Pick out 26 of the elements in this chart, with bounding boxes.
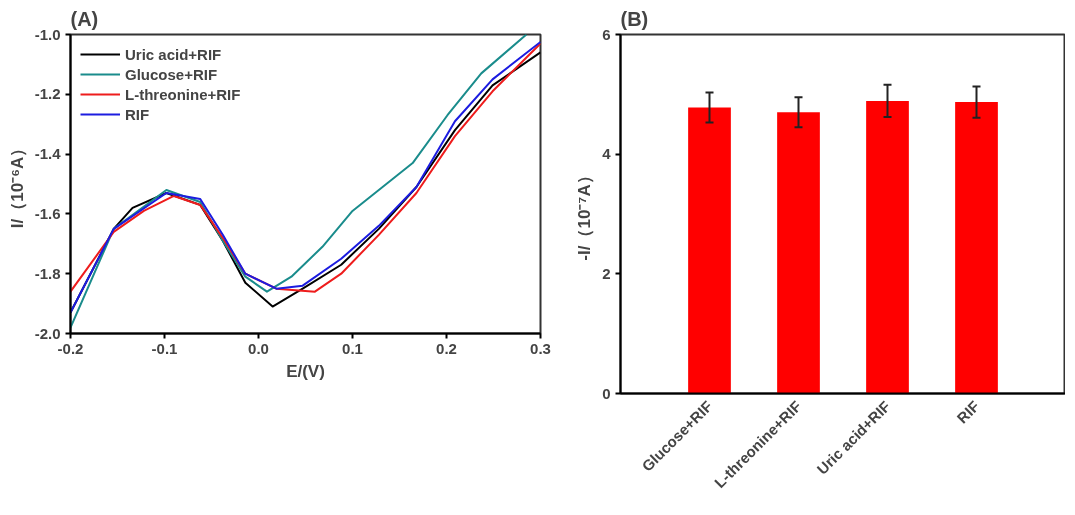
- y-tick-label: -1.6: [34, 204, 61, 222]
- x-tick-label: RIF: [953, 397, 983, 427]
- y-axis-title: I/（10⁻⁶A）: [7, 139, 27, 229]
- legend-label: Uric acid+RIF: [125, 45, 222, 63]
- y-tick-label: 4: [602, 145, 612, 163]
- y-axis-title: -I/（10⁻⁷A）: [575, 167, 595, 261]
- y-tick-label: -1.2: [34, 85, 61, 103]
- x-tick-label: 0.3: [530, 339, 551, 357]
- chart-title: (A): [70, 7, 99, 30]
- legend-label: Glucose+RIF: [125, 65, 218, 83]
- y-tick-label: -2.0: [34, 324, 61, 342]
- y-tick-label: 2: [602, 264, 611, 282]
- x-axis-title: E/(V): [286, 361, 325, 381]
- x-tick-label: -0.2: [57, 339, 84, 357]
- x-tick-label: 0.0: [248, 339, 269, 357]
- x-tick-label: 0.2: [436, 339, 457, 357]
- y-tick-label: -1.0: [34, 25, 61, 43]
- y-tick-label: 0: [602, 384, 611, 402]
- legend-label: RIF: [125, 105, 150, 123]
- chart-title: (B): [620, 7, 649, 30]
- y-tick-label: 6: [602, 25, 611, 43]
- y-tick-label: -1.8: [34, 264, 61, 282]
- x-tick-label: -0.1: [151, 339, 178, 357]
- x-tick-label: 0.1: [342, 339, 363, 357]
- y-tick-label: -1.4: [34, 145, 62, 163]
- legend-label: L-threonine+RIF: [125, 85, 241, 103]
